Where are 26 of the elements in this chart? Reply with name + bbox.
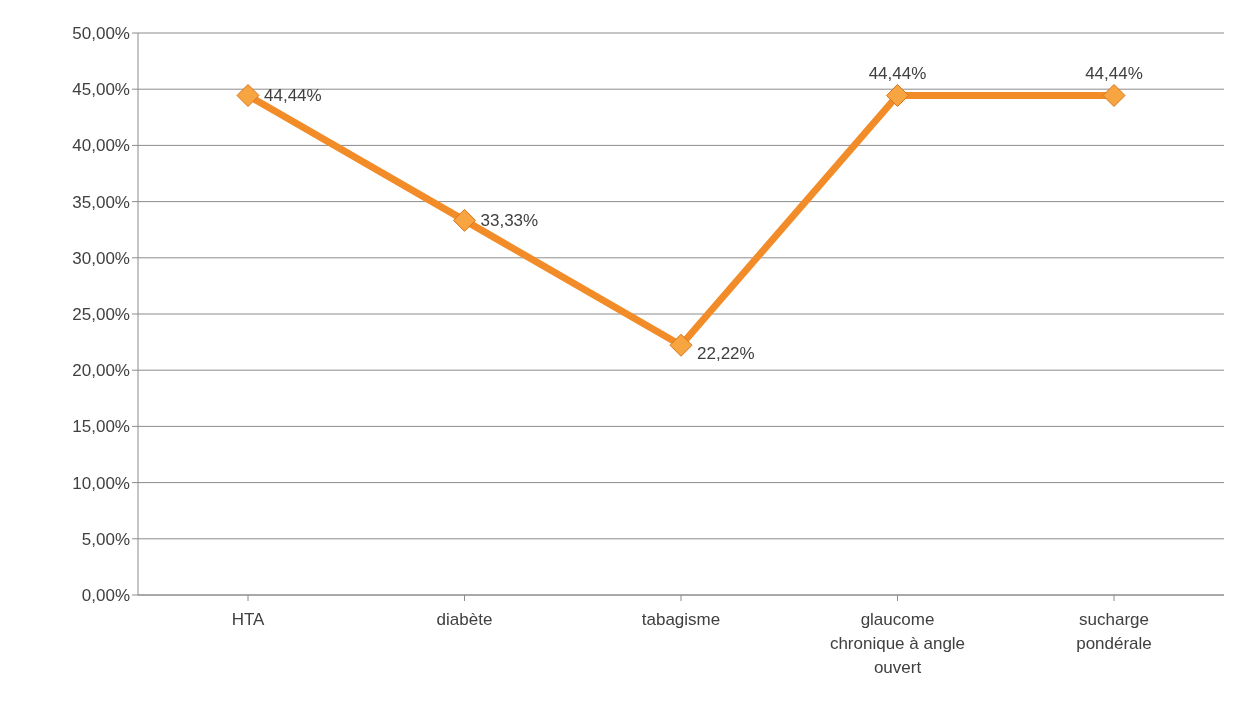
point — [669, 333, 693, 357]
point — [453, 208, 476, 232]
point — [236, 83, 260, 107]
y-tick-label: 40,00% — [72, 136, 130, 156]
y-tick-label: 5,00% — [81, 529, 130, 549]
y-tick-label: 0,00% — [81, 586, 130, 606]
y-tick-label: 50,00% — [72, 24, 130, 44]
data-label: 33,33% — [480, 211, 539, 231]
data-label: 44,44% — [264, 86, 322, 106]
y-tick-label: 45,00% — [72, 80, 130, 100]
data-label: 44,44% — [1085, 64, 1143, 84]
x-tick-label: sucharge pondérale — [1076, 610, 1152, 653]
x-tick-label: glaucome chronique à angle ouvert — [829, 610, 966, 677]
x-tick-label: diabète — [436, 610, 493, 629]
x-tick-label: HTA — [231, 610, 266, 629]
point — [886, 83, 909, 107]
y-tick-label: 15,00% — [72, 417, 130, 437]
y-tick-label: 30,00% — [72, 248, 130, 268]
x-tick-label: tabagisme — [641, 610, 721, 629]
point — [1102, 83, 1126, 107]
y-tick-label: 20,00% — [72, 361, 130, 381]
data-label: 44,44% — [868, 64, 927, 84]
y-tick-label: 10,00% — [72, 473, 130, 493]
data-label: 22,22% — [697, 344, 755, 364]
y-tick-label: 35,00% — [72, 192, 130, 212]
y-tick-label: 25,00% — [72, 305, 130, 325]
